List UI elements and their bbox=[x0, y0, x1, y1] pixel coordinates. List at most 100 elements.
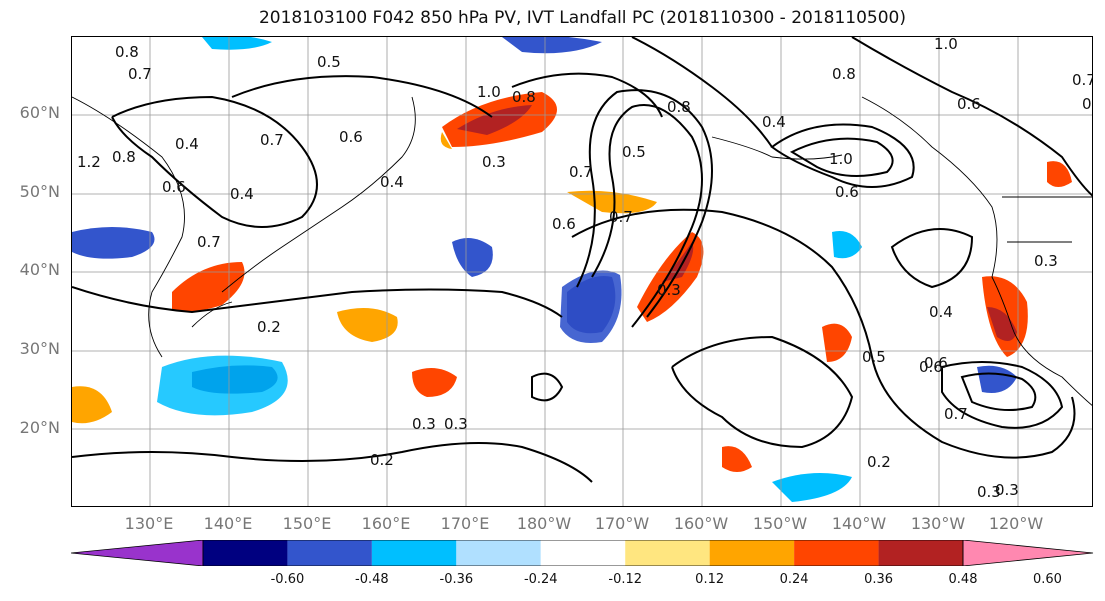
lon-label: 150°E bbox=[282, 514, 332, 533]
colorbar bbox=[71, 540, 1094, 566]
svg-text:0.3: 0.3 bbox=[995, 481, 1019, 499]
svg-text:0.4: 0.4 bbox=[230, 185, 254, 203]
svg-text:0.7: 0.7 bbox=[609, 208, 633, 226]
svg-text:0.7: 0.7 bbox=[1072, 71, 1093, 89]
anomaly-patch bbox=[440, 132, 452, 149]
colorbar-tick-label: -0.36 bbox=[439, 572, 474, 587]
anomaly-patch bbox=[72, 386, 112, 424]
anomaly-patch bbox=[172, 262, 245, 312]
colorbar-tick-label: 0.12 bbox=[695, 572, 725, 587]
anomaly-patch bbox=[832, 231, 862, 259]
svg-text:0.8: 0.8 bbox=[832, 65, 856, 83]
svg-text:0.6: 0.6 bbox=[924, 354, 948, 372]
svg-text:0.7: 0.7 bbox=[197, 233, 221, 251]
svg-text:0.3: 0.3 bbox=[482, 153, 506, 171]
colorbar-tick-label: 0.60 bbox=[1032, 572, 1062, 587]
anomaly-patch bbox=[457, 105, 532, 135]
svg-text:0.8: 0.8 bbox=[667, 98, 691, 116]
colorbar-border bbox=[202, 540, 964, 566]
map-title: 2018103100 F042 850 hPa PV, IVT Landfall… bbox=[258, 8, 906, 28]
gridlines bbox=[72, 37, 1092, 506]
anomaly-patch bbox=[337, 308, 398, 342]
lon-label: 130°E bbox=[124, 514, 174, 533]
svg-text:0.5: 0.5 bbox=[317, 53, 341, 71]
colorbar-tick-label: 0.36 bbox=[864, 572, 894, 587]
svg-text:0.7: 0.7 bbox=[128, 65, 152, 83]
svg-text:0.7: 0.7 bbox=[260, 131, 284, 149]
svg-text:1.0: 1.0 bbox=[829, 150, 853, 168]
anomaly-patch bbox=[977, 365, 1017, 393]
coastlines bbox=[72, 96, 1092, 406]
svg-text:0.6: 0.6 bbox=[339, 128, 363, 146]
colorbar-segment bbox=[709, 540, 795, 566]
lon-label: 170°W bbox=[594, 514, 650, 533]
colorbar-tick-label: 0.48 bbox=[948, 572, 978, 587]
svg-text:0.4: 0.4 bbox=[175, 135, 199, 153]
lat-label: 60°N bbox=[19, 103, 60, 122]
colorbar-segment bbox=[878, 540, 963, 566]
ivt-contours bbox=[72, 37, 1092, 483]
colorbar-segment bbox=[287, 540, 372, 566]
svg-text:0.3: 0.3 bbox=[444, 415, 468, 433]
lon-label: 130°W bbox=[910, 514, 966, 533]
lat-label: 20°N bbox=[19, 418, 60, 437]
colorbar-extend-low bbox=[71, 540, 204, 566]
anomaly-patch bbox=[502, 37, 602, 54]
lon-label: 150°W bbox=[752, 514, 808, 533]
colorbar-segment bbox=[540, 540, 626, 566]
colorbar-segment bbox=[456, 540, 541, 566]
lat-label: 30°N bbox=[19, 339, 60, 358]
svg-text:1.0: 1.0 bbox=[934, 37, 958, 53]
svg-text:0.7: 0.7 bbox=[944, 405, 968, 423]
svg-text:0.6: 0.6 bbox=[162, 178, 186, 196]
svg-text:0.3: 0.3 bbox=[412, 415, 436, 433]
svg-text:0.3: 0.3 bbox=[1034, 252, 1058, 270]
colorbar-tick-label: -0.12 bbox=[608, 572, 643, 587]
svg-text:0.5: 0.5 bbox=[862, 348, 886, 366]
map-panel: 0.8 0.5 0.7 0.6 0.4 0.4 0.7 1.0 0.8 0.5 … bbox=[71, 36, 1093, 507]
svg-text:0.2: 0.2 bbox=[257, 318, 281, 336]
colorbar-segment bbox=[625, 540, 710, 566]
svg-text:0.4: 0.4 bbox=[762, 113, 786, 131]
svg-text:0.8: 0.8 bbox=[115, 43, 139, 61]
map-canvas: 0.8 0.5 0.7 0.6 0.4 0.4 0.7 1.0 0.8 0.5 … bbox=[72, 37, 1093, 506]
anomaly-patch bbox=[72, 227, 155, 259]
anomaly-patch bbox=[202, 37, 272, 50]
svg-text:0.6: 0.6 bbox=[919, 358, 943, 376]
svg-text:0.8: 0.8 bbox=[112, 148, 136, 166]
colorbar-extend-high bbox=[962, 540, 1094, 566]
lat-label: 40°N bbox=[19, 260, 60, 279]
anomaly-patch bbox=[412, 368, 457, 397]
lon-label: 140°E bbox=[203, 514, 253, 533]
svg-text:0.8: 0.8 bbox=[512, 88, 536, 106]
lon-label: 120°W bbox=[988, 514, 1044, 533]
colorbar-segments bbox=[71, 540, 1094, 566]
svg-text:0.6: 0.6 bbox=[835, 183, 859, 201]
svg-text:0.2: 0.2 bbox=[867, 453, 891, 471]
anomaly-patch bbox=[560, 270, 622, 343]
svg-text:0.7: 0.7 bbox=[569, 163, 593, 181]
svg-text:0.3: 0.3 bbox=[657, 281, 681, 299]
svg-text:0.6: 0.6 bbox=[552, 215, 576, 233]
lon-label: 140°W bbox=[831, 514, 887, 533]
anomaly-patch bbox=[567, 190, 657, 214]
contour-labels: 0.8 0.5 0.7 0.6 0.4 0.4 0.7 1.0 0.8 0.5 … bbox=[77, 37, 1093, 501]
colorbar-tick-label: -0.60 bbox=[270, 572, 305, 587]
anomaly-patch bbox=[772, 473, 852, 502]
svg-text:0.4: 0.4 bbox=[380, 173, 404, 191]
lon-label: 170°E bbox=[440, 514, 490, 533]
svg-text:0.6: 0.6 bbox=[957, 95, 981, 113]
svg-text:1.0: 1.0 bbox=[477, 83, 501, 101]
anomaly-patch bbox=[452, 238, 493, 277]
colorbar-segment bbox=[794, 540, 879, 566]
shaded-anomalies bbox=[72, 37, 1072, 502]
svg-text:0.2: 0.2 bbox=[370, 451, 394, 469]
colorbar-tick-label: -0.24 bbox=[523, 572, 558, 587]
colorbar-tick-label: -0.48 bbox=[355, 572, 389, 587]
lon-label: 180°W bbox=[516, 514, 572, 533]
anomaly-patch bbox=[987, 307, 1017, 341]
lat-label: 50°N bbox=[19, 182, 60, 201]
svg-text:0.8: 0.8 bbox=[1082, 95, 1093, 113]
svg-text:1.2: 1.2 bbox=[77, 153, 101, 171]
svg-text:0.5: 0.5 bbox=[622, 143, 646, 161]
